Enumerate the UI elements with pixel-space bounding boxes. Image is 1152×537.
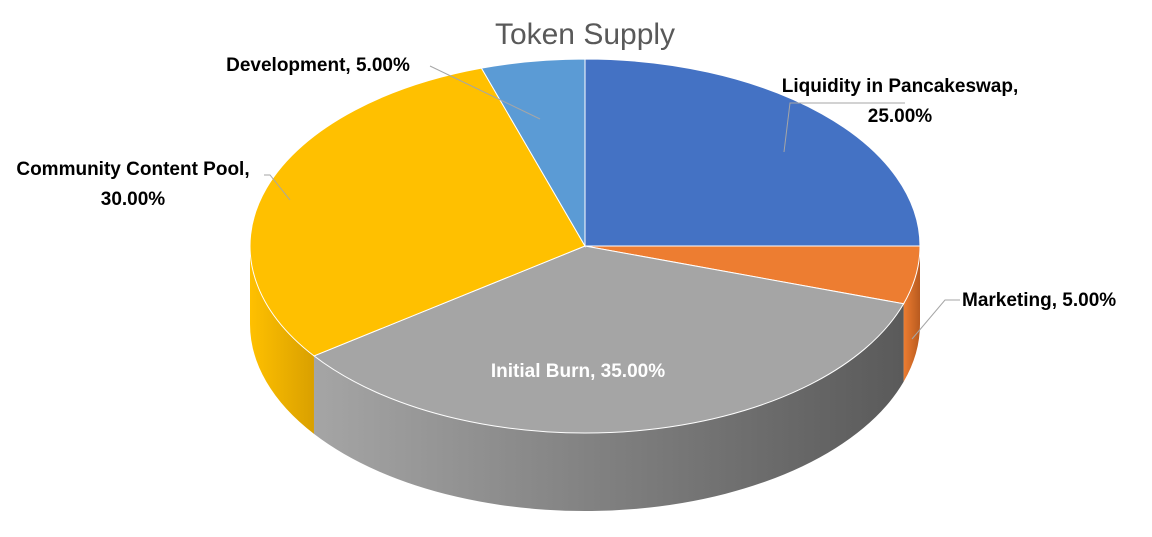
chart-title: Token Supply [495, 18, 675, 51]
data-label-liquidity-in-pancakeswap: Liquidity in Pancakeswap, 25.00% [782, 76, 1019, 127]
pie-sides [250, 246, 921, 511]
pie-side-initial-burn [313, 303, 904, 511]
slice-labels: Liquidity in Pancakeswap, 25.00% Marketing… [16, 55, 1116, 382]
pie-top [249, 58, 921, 434]
pie-slice-initial-burn [312, 245, 905, 434]
leader-line-marketing [911, 299, 960, 340]
data-label-development: Development, 5.00% [226, 55, 410, 76]
pie-slice-community-content-pool [249, 67, 586, 357]
leader-line-development [429, 65, 541, 120]
pie-side-community-content-pool [250, 246, 314, 434]
pie-side-marketing [903, 246, 921, 382]
leader-lines [264, 65, 960, 340]
pie-slice-liquidity-in-pancakeswap [584, 58, 921, 247]
data-label-community-content-pool: Community Content Pool, 30.00% [16, 159, 249, 210]
leader-line-community-content-pool [264, 174, 291, 201]
pie-slice-development [480, 58, 586, 248]
data-label-marketing: Marketing, 5.00% [962, 290, 1116, 311]
leader-line-liquidity-in-pancakeswap [783, 102, 905, 153]
data-label-initial-burn: Initial Burn, 35.00% [491, 361, 665, 382]
